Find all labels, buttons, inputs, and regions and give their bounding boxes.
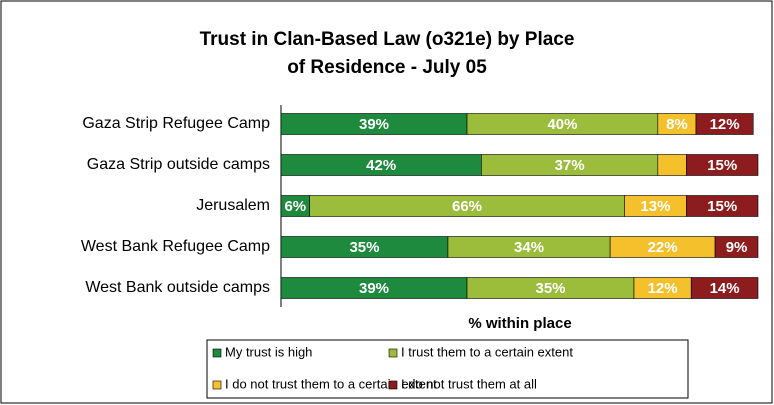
data-label: 12% (648, 280, 678, 297)
bar-segment (714, 236, 759, 258)
category-label: Jerusalem (196, 197, 270, 214)
legend-swatch (388, 380, 398, 390)
bar-segment (657, 154, 687, 176)
data-label: 14% (710, 280, 740, 297)
category-label: Gaza Strip outside camps (87, 156, 270, 173)
data-label: 15% (707, 198, 737, 215)
chart-title: Trust in Clan-Based Law (o321e) by Place… (200, 29, 575, 78)
legend-swatch (212, 348, 222, 358)
data-label: 66% (452, 198, 482, 215)
bar-segment (686, 154, 759, 176)
bar-segment (690, 277, 759, 299)
data-label: 39% (359, 116, 389, 133)
data-label: 35% (349, 239, 379, 256)
legend-label: I do not trust them to a certain extent (225, 376, 437, 391)
data-label: 40% (547, 116, 577, 133)
data-label: 13% (640, 198, 670, 215)
category-label: West Bank Refugee Camp (81, 238, 270, 255)
legend-label: I do not trust them at all (401, 376, 537, 391)
legend-box (206, 339, 689, 399)
data-label: 15% (707, 157, 737, 174)
x-axis-label: % within place (468, 315, 571, 332)
data-label: 35% (535, 280, 565, 297)
category-label: West Bank outside camps (85, 279, 270, 296)
category-label: Gaza Strip Refugee Camp (82, 115, 270, 132)
data-label: 34% (514, 239, 544, 256)
legend-swatch (388, 348, 398, 358)
data-label: 22% (648, 239, 678, 256)
data-label: 42% (366, 157, 396, 174)
bar-segment (695, 113, 754, 135)
data-label: 9% (726, 239, 748, 256)
data-label: 8% (666, 116, 688, 133)
data-label: 6% (284, 198, 306, 215)
data-label: 39% (359, 280, 389, 297)
legend-swatch (212, 380, 222, 390)
legend-label: My trust is high (225, 344, 312, 359)
legend-label: I trust them to a certain extent (401, 344, 573, 359)
data-label: 12% (710, 116, 740, 133)
data-label: 37% (555, 157, 585, 174)
bar-segment (686, 195, 759, 217)
